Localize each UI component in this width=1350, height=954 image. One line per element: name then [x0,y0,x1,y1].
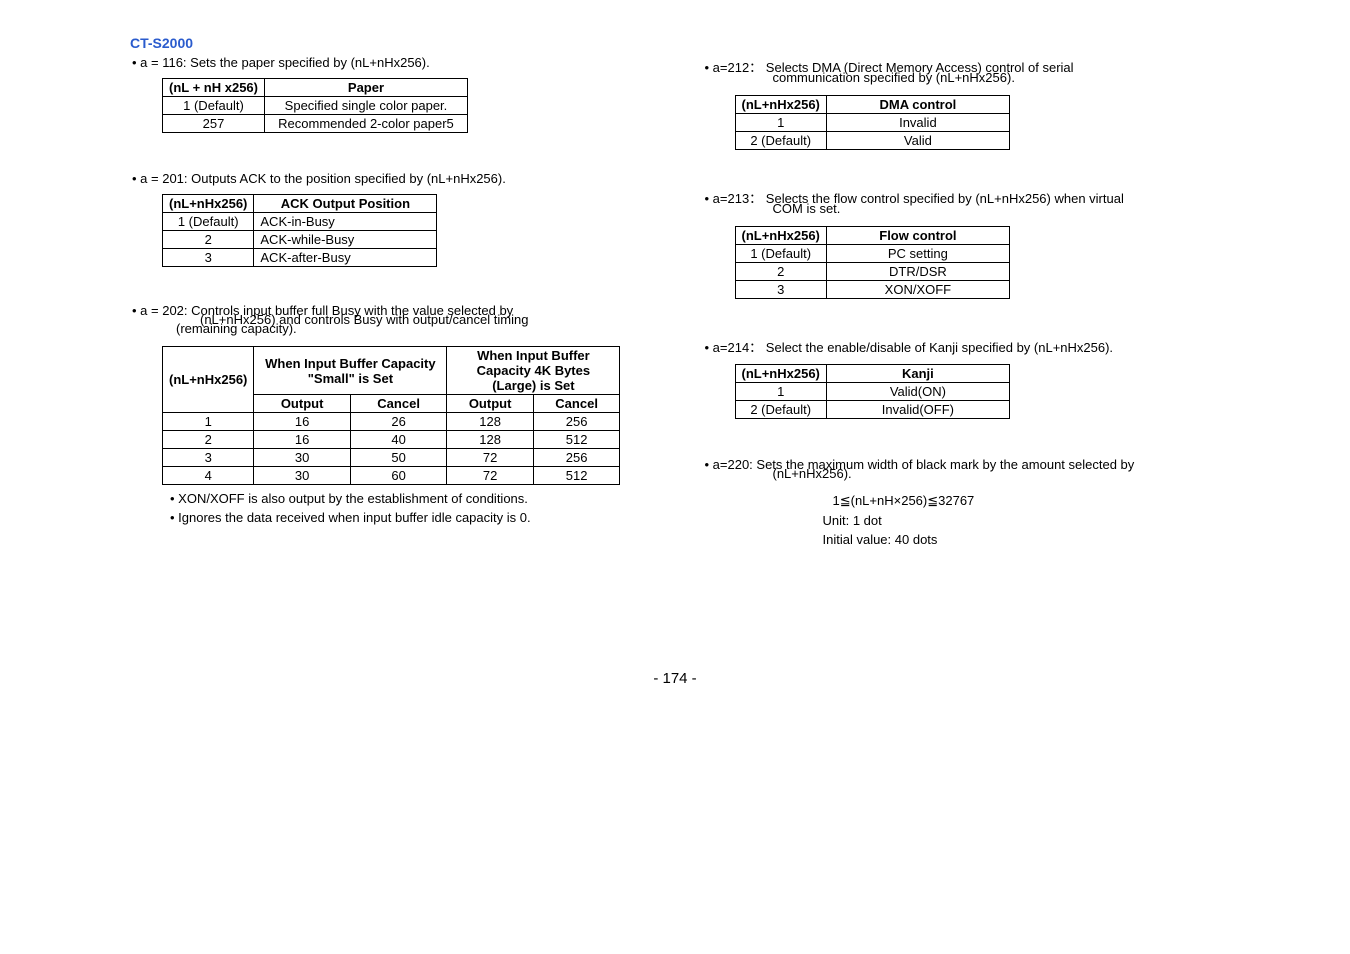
td: 3 [163,449,254,467]
td: Valid [826,132,1009,150]
td: Invalid [826,114,1009,132]
td: 128 [447,431,533,449]
th: Flow control [826,227,1009,245]
dma-table: (nL+nHx256) DMA control 1Invalid 2 (Defa… [735,95,1010,150]
th: Cancel [350,395,447,413]
td: 72 [447,449,533,467]
td: 4 [163,467,254,485]
td: Specified single color paper. [264,97,467,115]
td: 256 [533,413,620,431]
td: 16 [254,431,350,449]
right-column: • a=212： Selects DMA (Direct Memory Acce… [703,35,1221,550]
math-unit: Unit: 1 dot [823,511,1221,531]
th: (nL+nHx256) [163,347,254,413]
th: When Input Buffer Capacity "Small" is Se… [254,347,447,395]
td: 1 (Default) [735,245,826,263]
math-block: 1≦(nL+nH×256)≦32767 Unit: 1 dot Initial … [833,491,1221,550]
math-initial: Initial value: 40 dots [823,530,1221,550]
bullet-a212-line2: communication specified by (nL+nHx256). [773,70,1221,85]
td: 50 [350,449,447,467]
td: DTR/DSR [826,263,1009,281]
th: ACK Output Position [254,195,437,213]
th: When Input Buffer Capacity 4K Bytes (Lar… [447,347,620,395]
th: Kanji [826,365,1009,383]
th: Paper [264,79,467,97]
td: XON/XOFF [826,281,1009,299]
th: DMA control [826,96,1009,114]
note-xonxoff: • XON/XOFF is also output by the establi… [170,491,648,506]
td: ACK-after-Busy [254,249,437,267]
bullet-a201: • a = 201: Outputs ACK to the position s… [132,171,648,186]
th: Cancel [533,395,620,413]
td: 512 [533,467,620,485]
td: 1 [163,413,254,431]
th: Output [254,395,350,413]
paper-table: (nL + nH x256) Paper 1 (Default) Specifi… [162,78,468,133]
flow-table: (nL+nHx256) Flow control 1 (Default)PC s… [735,226,1010,299]
td: 26 [350,413,447,431]
product-title: CT-S2000 [130,35,648,51]
td: 30 [254,467,350,485]
th: (nL+nHx256) [735,227,826,245]
bullet-a116: • a = 116: Sets the paper specified by (… [132,55,648,70]
td: 256 [533,449,620,467]
td: 2 [163,431,254,449]
td: Invalid(OFF) [826,401,1009,419]
th: (nL+nHx256) [735,365,826,383]
td: 2 (Default) [735,401,826,419]
th: (nL + nH x256) [163,79,265,97]
td: 3 [163,249,254,267]
td: 257 [163,115,265,133]
td: 40 [350,431,447,449]
th: (nL+nHx256) [163,195,254,213]
kanji-table: (nL+nHx256) Kanji 1Valid(ON) 2 (Default)… [735,364,1010,419]
td: 60 [350,467,447,485]
td: Recommended 2-color paper5 [264,115,467,133]
td: Valid(ON) [826,383,1009,401]
left-column: CT-S2000 • a = 116: Sets the paper speci… [130,35,648,550]
th: (nL+nHx256) [735,96,826,114]
td: 72 [447,467,533,485]
td: ACK-in-Busy [254,213,437,231]
td: 1 (Default) [163,97,265,115]
td: 2 (Default) [735,132,826,150]
td: 128 [447,413,533,431]
td: 512 [533,431,620,449]
td: 1 [735,383,826,401]
td: 1 [735,114,826,132]
td: 2 [163,231,254,249]
buffer-table: (nL+nHx256) When Input Buffer Capacity "… [162,346,620,485]
page-number: - 174 - [130,670,1220,687]
td: 30 [254,449,350,467]
th: Output [447,395,533,413]
td: 3 [735,281,826,299]
ack-table: (nL+nHx256) ACK Output Position 1 (Defau… [162,194,437,267]
td: 1 (Default) [163,213,254,231]
td: PC setting [826,245,1009,263]
math-range: 1≦(nL+nH×256)≦32767 [833,491,1221,511]
td: 16 [254,413,350,431]
note-ignore: • Ignores the data received when input b… [170,510,648,525]
bullet-a214: • a=214： Select the enable/disable of Ka… [705,337,1221,356]
td: ACK-while-Busy [254,231,437,249]
td: 2 [735,263,826,281]
